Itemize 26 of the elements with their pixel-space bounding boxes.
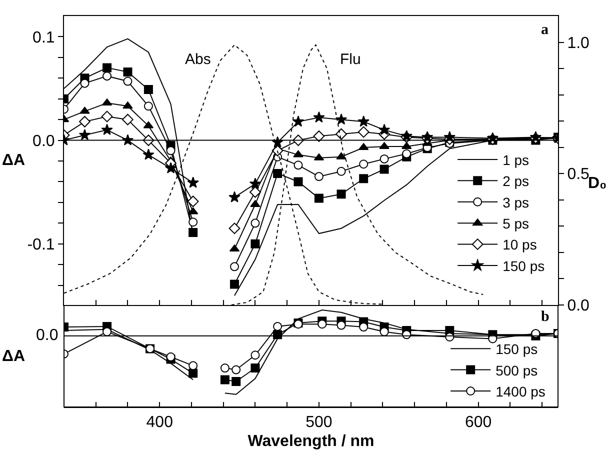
legend-label: 2 ps bbox=[502, 173, 530, 190]
y-tick-label: 0.0 bbox=[32, 132, 55, 150]
y2-tick-label: 0.5 bbox=[567, 166, 590, 184]
legend-label: 150 ps bbox=[496, 341, 538, 358]
x-axis-title: Wavelength / nm bbox=[248, 432, 374, 450]
y2-tick-label: 0.0 bbox=[567, 298, 590, 315]
x-tick-label: 400 bbox=[146, 414, 174, 432]
legend-label: 3 ps bbox=[502, 194, 530, 210]
y2-axis-title: D₀ bbox=[588, 175, 607, 192]
series-label: Abs bbox=[185, 51, 211, 68]
legend-label: 10 ps bbox=[502, 236, 537, 253]
legend-label: 150 ps bbox=[502, 258, 545, 274]
series-label: Flu bbox=[340, 51, 361, 68]
legend-label: 1400 ps bbox=[496, 383, 546, 400]
legend-label: 1 ps bbox=[502, 152, 530, 168]
legend-label: 5 ps bbox=[502, 216, 530, 232]
legend-label: 500 ps bbox=[496, 362, 538, 378]
y-tick-label: -0.1 bbox=[27, 236, 55, 254]
x-tick-label: 600 bbox=[464, 414, 492, 432]
y-axis-title: ΔA bbox=[2, 348, 26, 365]
annotation: b bbox=[541, 309, 550, 325]
y2-tick-label: 1.0 bbox=[567, 34, 590, 52]
annotation: a bbox=[541, 22, 549, 38]
y-tick-label: 0.1 bbox=[32, 29, 55, 46]
x-tick-label: 500 bbox=[306, 414, 332, 432]
y-axis-title: ΔA bbox=[2, 152, 26, 169]
